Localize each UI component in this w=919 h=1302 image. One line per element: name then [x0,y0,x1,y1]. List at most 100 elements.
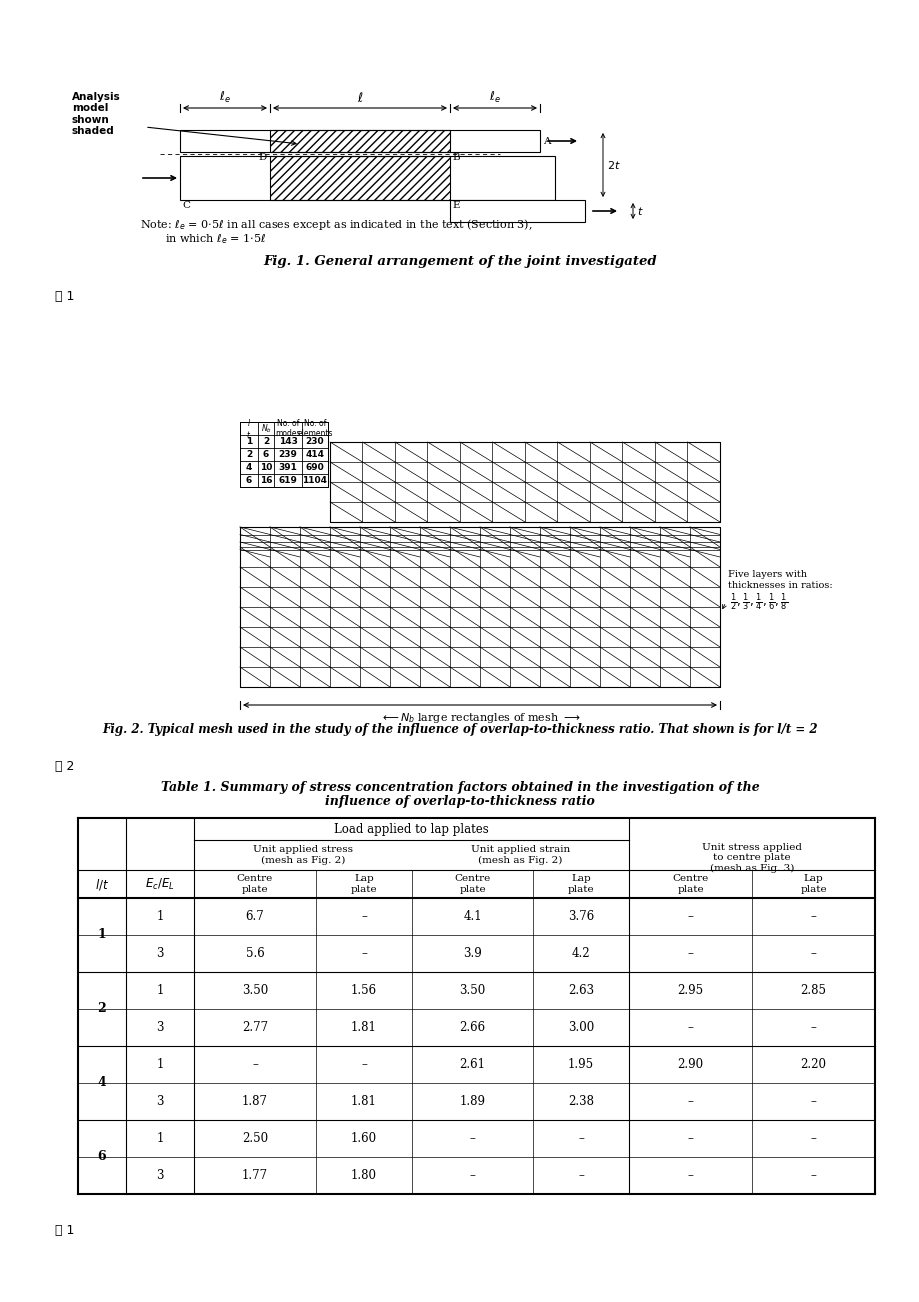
Text: Lap
plate: Lap plate [567,875,594,893]
Text: 1: 1 [156,984,164,997]
Text: 表 1: 表 1 [55,1224,74,1237]
Text: –: – [577,1169,584,1182]
Text: –: – [810,1021,815,1034]
Text: Fig. 1. General arrangement of the joint investigated: Fig. 1. General arrangement of the joint… [263,255,656,268]
Text: 2.95: 2.95 [676,984,703,997]
Text: 6.7: 6.7 [245,910,264,923]
Text: 图 1: 图 1 [55,290,74,303]
Text: 1.89: 1.89 [459,1095,485,1108]
Text: 3.76: 3.76 [567,910,594,923]
Text: 4.1: 4.1 [462,910,482,923]
Text: Unit applied stress
(mesh as Fig. 2): Unit applied stress (mesh as Fig. 2) [253,845,353,865]
Text: 1: 1 [156,1131,164,1144]
Text: 2: 2 [263,437,269,447]
Text: 4: 4 [245,464,252,473]
Text: 6: 6 [97,1151,107,1164]
Text: –: – [686,910,693,923]
Text: No. of
elements: No. of elements [297,419,333,439]
Text: 2.90: 2.90 [676,1059,703,1072]
Text: Fig. 2. Typical mesh used in the study of the influence of overlap-to-thickness : Fig. 2. Typical mesh used in the study o… [102,724,817,737]
Text: 619: 619 [278,477,297,486]
Text: 2.50: 2.50 [242,1131,267,1144]
Text: 2.63: 2.63 [567,984,594,997]
Text: 1: 1 [156,1059,164,1072]
Bar [269,130,449,152]
Text: 6: 6 [263,450,269,460]
Text: D: D [258,154,267,161]
Text: $\frac{1}{2},\frac{1}{3},\frac{1}{4},\frac{1}{6},\frac{1}{8}$: $\frac{1}{2},\frac{1}{3},\frac{1}{4},\fr… [729,591,788,613]
Text: 2.66: 2.66 [459,1021,485,1034]
Text: Lap
plate: Lap plate [800,875,826,893]
Text: Analysis
model
shown
shaded: Analysis model shown shaded [72,91,120,137]
Text: Note: $\ell_e$ = 0$\cdot$5$\ell$ in all cases except as indicated in the text (S: Note: $\ell_e$ = 0$\cdot$5$\ell$ in all … [140,216,532,232]
Text: $l$
$t$: $l$ $t$ [246,417,251,440]
Text: 3: 3 [156,1095,164,1108]
Text: 1.81: 1.81 [351,1095,377,1108]
Text: 2.38: 2.38 [567,1095,594,1108]
Text: 1.95: 1.95 [567,1059,594,1072]
Bar [269,156,449,201]
Text: C: C [182,201,190,210]
Text: 3: 3 [156,1021,164,1034]
Text: $t$: $t$ [636,204,643,217]
Text: 3.50: 3.50 [242,984,267,997]
Bar [180,156,554,201]
Text: 3.00: 3.00 [567,1021,594,1034]
Text: –: – [360,947,367,960]
Text: 3.50: 3.50 [459,984,485,997]
Text: –: – [810,1095,815,1108]
Text: $\ell_e$: $\ell_e$ [489,90,500,105]
Text: Unit applied strain
(mesh as Fig. 2): Unit applied strain (mesh as Fig. 2) [471,845,570,865]
Text: 2.85: 2.85 [800,984,825,997]
Text: 414: 414 [305,450,324,460]
Text: 239: 239 [278,450,297,460]
Text: Unit stress applied
to centre plate
(mesh as Fig. 3): Unit stress applied to centre plate (mes… [701,842,801,872]
Text: –: – [686,1021,693,1034]
Text: in which $\ell_e$ = 1$\cdot$5$\ell$: in which $\ell_e$ = 1$\cdot$5$\ell$ [165,232,266,246]
Bar [240,422,328,487]
Bar [180,130,539,152]
Text: –: – [686,1169,693,1182]
Text: $\ell$: $\ell$ [357,91,363,105]
Text: –: – [686,1095,693,1108]
Text: –: – [360,1059,367,1072]
Text: Five layers with
thicknesses in ratios:: Five layers with thicknesses in ratios: [727,570,832,590]
Text: 5.6: 5.6 [245,947,264,960]
Text: $l/t$: $l/t$ [95,876,109,892]
Text: influence of overlap-to-thickness ratio: influence of overlap-to-thickness ratio [324,796,595,809]
Text: 2: 2 [245,450,252,460]
Text: –: – [577,1131,584,1144]
Bar [240,527,720,687]
Text: 3.9: 3.9 [462,947,482,960]
Text: –: – [810,947,815,960]
Text: $2t$: $2t$ [607,159,620,171]
Text: B: B [451,154,460,161]
Text: 1: 1 [97,928,107,941]
Text: –: – [686,1131,693,1144]
Text: Centre
plate: Centre plate [454,875,490,893]
Text: –: – [252,1059,257,1072]
Text: 230: 230 [305,437,324,447]
Bar [449,201,584,223]
Text: $E_c/E_L$: $E_c/E_L$ [145,876,175,892]
Text: 16: 16 [259,477,272,486]
Text: –: – [686,947,693,960]
Text: –: – [810,1169,815,1182]
Text: 1.80: 1.80 [351,1169,377,1182]
Text: 1.81: 1.81 [351,1021,377,1034]
Text: –: – [810,1131,815,1144]
Text: Load applied to lap plates: Load applied to lap plates [334,823,488,836]
Text: –: – [360,910,367,923]
Text: 2.20: 2.20 [800,1059,825,1072]
Text: $\longleftarrow N_b$ large rectangles of mesh $\longrightarrow$: $\longleftarrow N_b$ large rectangles of… [380,711,580,725]
Text: 4.2: 4.2 [571,947,590,960]
Text: 1.77: 1.77 [242,1169,267,1182]
Text: Lap
plate: Lap plate [350,875,377,893]
Text: E: E [451,201,459,210]
Text: –: – [469,1131,475,1144]
Text: Table 1. Summary of stress concentration factors obtained in the investigation o: Table 1. Summary of stress concentration… [161,781,758,794]
Text: 3: 3 [156,947,164,960]
Text: 1104: 1104 [302,477,327,486]
Bar [330,441,720,522]
Text: Centre
plate: Centre plate [672,875,708,893]
